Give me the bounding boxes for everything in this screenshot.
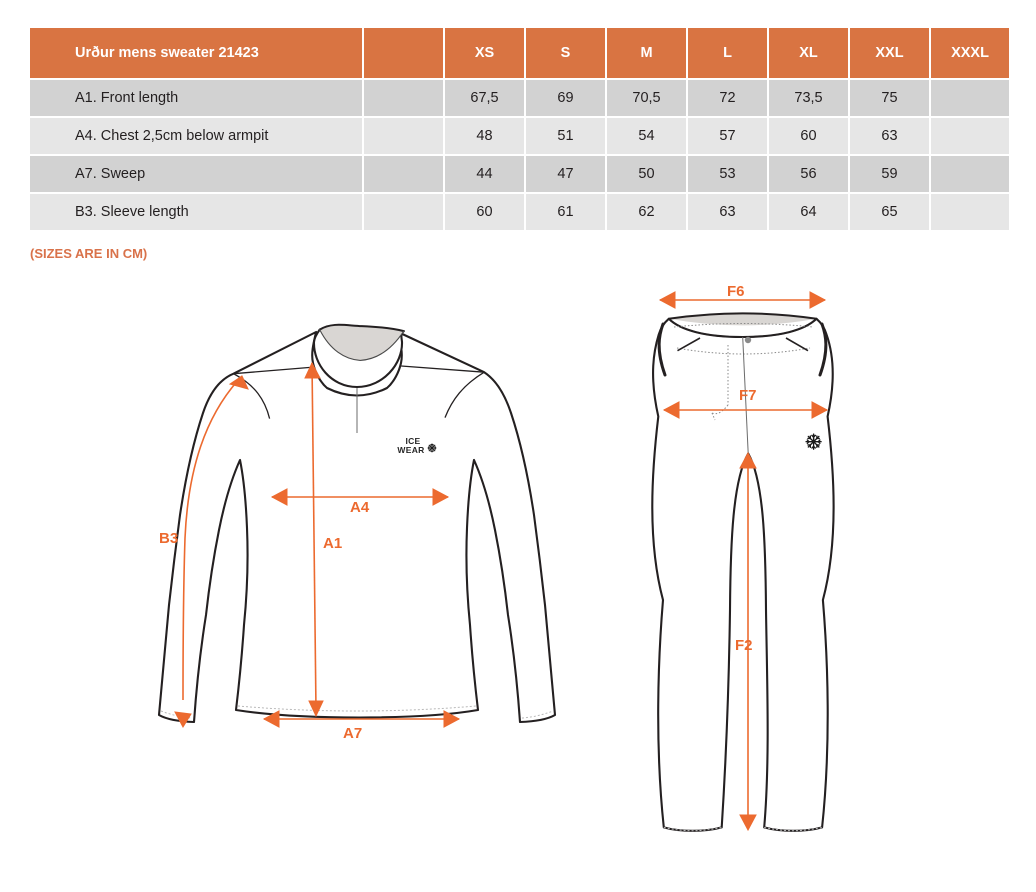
svg-text:WEAR: WEAR: [397, 445, 424, 455]
svg-text:F7: F7: [739, 387, 757, 404]
svg-text:A4: A4: [350, 499, 370, 516]
svg-text:F6: F6: [727, 283, 745, 300]
svg-text:A7: A7: [343, 725, 362, 742]
svg-text:B3: B3: [159, 530, 178, 547]
svg-text:A1: A1: [323, 535, 342, 552]
svg-text:F2: F2: [735, 637, 753, 654]
